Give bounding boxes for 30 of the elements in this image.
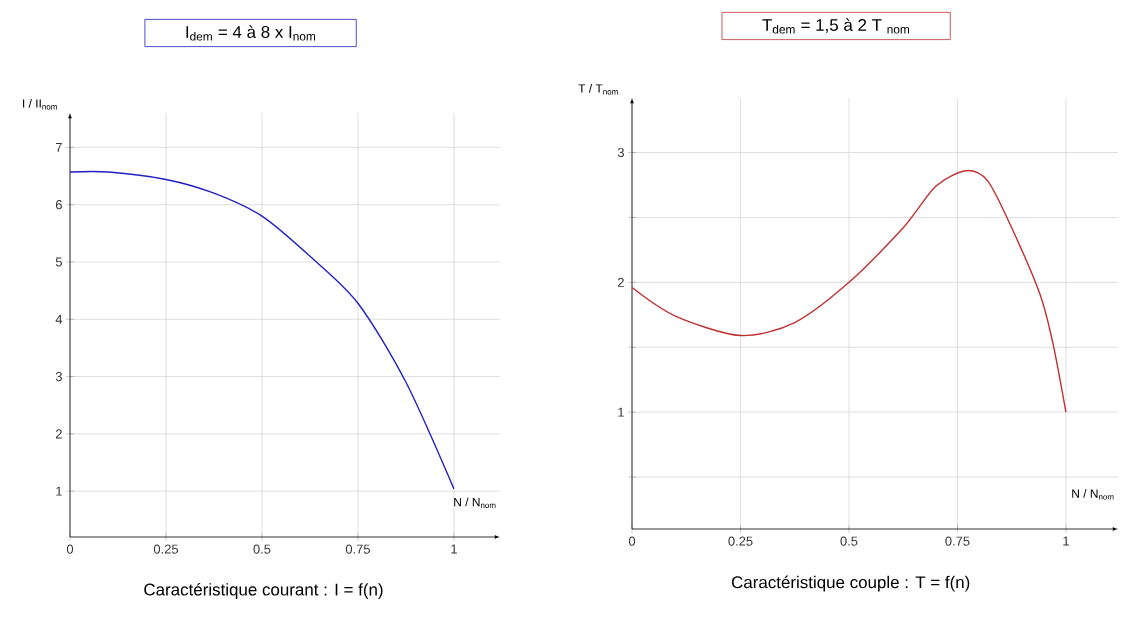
x-tick-label: 1: [451, 544, 457, 554]
x-axis-title: N / N$_{nom}$: [1072, 489, 1114, 500]
y-tick-label: 2: [55, 429, 62, 439]
y-tick-label: 5: [55, 257, 62, 267]
y-axis-title: T / T$_{nom}$: [578, 83, 618, 95]
y-tick-label: 3: [617, 147, 624, 158]
chart-title: T$_{dem}$ = 1,5 à 2 T $_{nom}$: [762, 18, 910, 34]
chart-title: I$_{dem}$ = 4 à 8 x I$_{nom}$: [186, 25, 316, 41]
line-series: [631, 169, 1067, 413]
y-tick-label: 1: [56, 486, 62, 496]
x-tick-label: 0.25: [728, 536, 753, 546]
x-tick-label: 0.75: [345, 544, 370, 554]
x-tick-label: 0.75: [945, 536, 970, 546]
y-tick-label: 7: [55, 142, 62, 152]
x-tick-label: 0: [66, 544, 74, 554]
x-tick-label: 0.5: [253, 544, 271, 554]
y-tick-label: 3: [55, 371, 62, 382]
x-tick-label: 1: [1063, 536, 1069, 546]
y-tick-label: 1: [618, 407, 624, 417]
y-tick-label: 4: [55, 314, 63, 324]
y-tick-label: 2: [617, 277, 624, 287]
text: Caractéristique couple : T = f(n): [731, 575, 970, 592]
y-axis-title: I / II$_{nom}$: [23, 98, 57, 110]
y-tick-label: 6: [55, 200, 62, 210]
text: Caractéristique courant : I = f(n): [144, 582, 383, 599]
x-tick-label: 0.25: [153, 544, 179, 554]
x-axis-title: N / N$_{nom}$: [454, 497, 496, 509]
line-series: [69, 170, 455, 490]
x-tick-label: 0: [628, 536, 636, 546]
x-tick-label: 0.5: [840, 536, 858, 546]
